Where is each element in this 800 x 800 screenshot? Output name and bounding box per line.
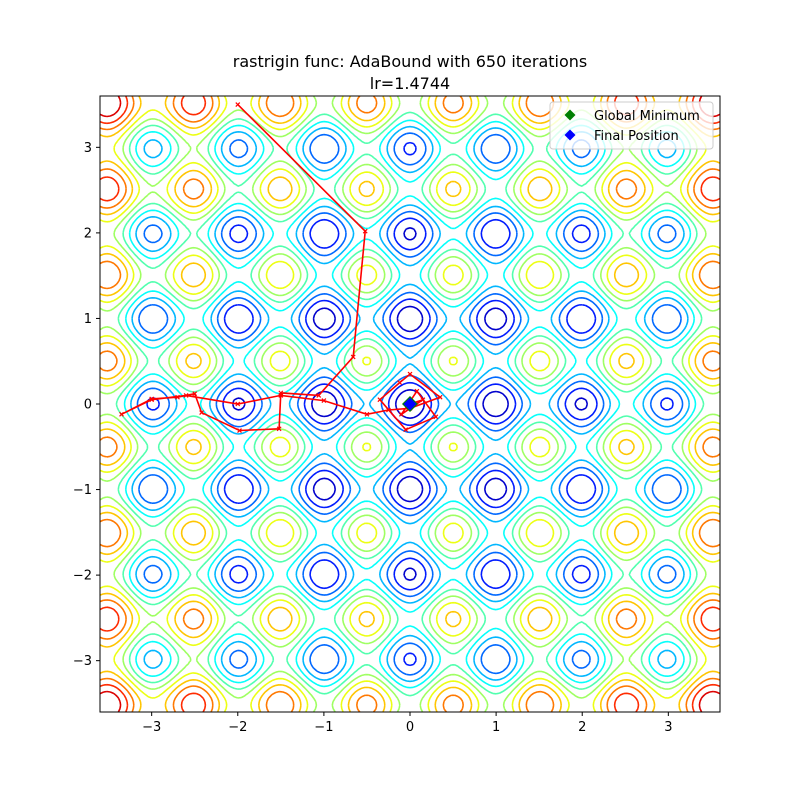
contour-level-6 [115, 111, 705, 697]
path-point-25 [403, 427, 409, 433]
x-tick-label: −1 [314, 720, 333, 735]
y-tick-label: 1 [84, 312, 92, 327]
chart-title: rastrigin func: AdaBound with 650 iterat… [233, 52, 588, 71]
y-tick-label: −1 [73, 483, 92, 498]
y-tick-label: 3 [84, 141, 92, 156]
path-point-27 [414, 388, 420, 394]
optimizer-path [119, 102, 443, 433]
y-tick-label: −2 [73, 569, 92, 584]
legend-global-minimum-label: Global Minimum [594, 109, 700, 124]
path-point-29 [420, 397, 426, 403]
final-position-marker [403, 397, 417, 411]
path-point-12 [119, 411, 124, 417]
path-point-28 [398, 411, 404, 417]
x-tick-label: 2 [578, 720, 586, 735]
contour-level-3 [136, 132, 684, 676]
path-point-11 [149, 396, 155, 402]
path-point-15 [235, 401, 241, 407]
contour-lines [100, 96, 720, 712]
contour-level-2 [146, 141, 674, 667]
path-point-1 [235, 102, 241, 107]
path-point-23 [397, 380, 403, 386]
path-point-6 [276, 426, 282, 432]
contour-level-5 [123, 119, 697, 689]
path-point-19 [386, 407, 391, 413]
point-markers [402, 396, 418, 412]
contour-level-7 [100, 96, 720, 712]
legend-box [549, 101, 714, 150]
path-point-18 [364, 411, 370, 417]
path-point-2 [362, 228, 368, 234]
x-tick-label: −2 [228, 720, 247, 735]
x-tick-label: 1 [492, 720, 500, 735]
path-point-13 [149, 397, 155, 403]
path-point-4 [316, 393, 322, 398]
path-point-24 [377, 397, 383, 403]
y-tick-label: −3 [73, 654, 92, 669]
legend-global-minimum-marker [564, 109, 576, 121]
optimizer-path-line [121, 104, 442, 432]
x-tick-label: 3 [664, 720, 672, 735]
y-tick-label: 0 [84, 398, 92, 413]
legend: Global Minimum Final Position [549, 101, 714, 150]
y-tick-label: 2 [84, 226, 92, 241]
chart-subtitle: lr=1.4744 [370, 74, 450, 93]
path-point-26 [433, 414, 439, 420]
legend-final-position-label: Final Position [594, 129, 679, 144]
x-axis: −3 −2 −1 0 1 2 3 [142, 712, 672, 735]
path-point-16 [278, 393, 284, 398]
x-tick-label: 0 [406, 720, 414, 735]
path-point-21 [437, 394, 443, 400]
path-point-9 [192, 391, 198, 397]
path-point-7 [237, 428, 242, 433]
path-point-14 [183, 393, 189, 398]
y-axis: −3 −2 −1 0 1 2 3 [73, 141, 100, 669]
path-point-3 [350, 354, 356, 360]
path-point-10 [175, 394, 180, 400]
path-point-22 [407, 371, 413, 377]
legend-final-position-marker [564, 129, 576, 141]
path-point-17 [321, 398, 327, 404]
x-tick-label: −3 [142, 720, 161, 735]
path-point-8 [199, 410, 205, 415]
contour-level-4 [130, 125, 690, 683]
